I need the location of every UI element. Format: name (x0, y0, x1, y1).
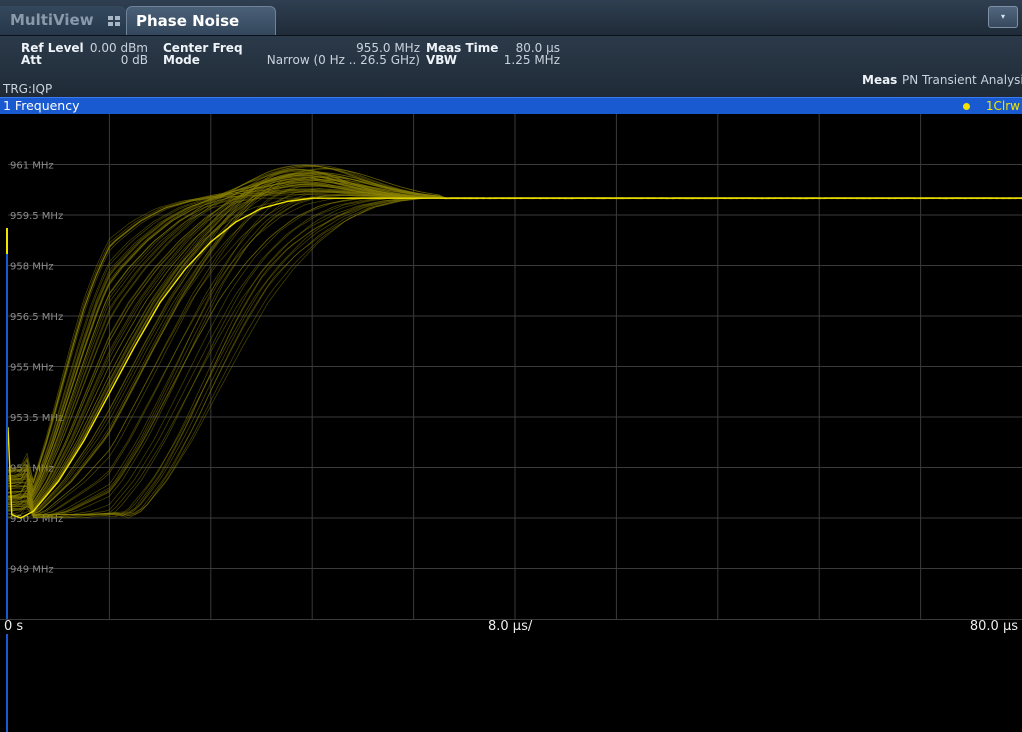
y-tick-label: 959.5 MHz (10, 211, 63, 222)
trace-indicator-dot (963, 103, 970, 110)
diagram-title-bar[interactable]: 1 Frequency 1Clrw (0, 97, 1022, 114)
tab-multiview-label: MultiView (10, 11, 94, 29)
vbw-label: VBW (426, 53, 458, 67)
y-tick-label: 956.5 MHz (10, 312, 63, 323)
y-tick-label: 958 MHz (10, 262, 54, 273)
vbw-value: 1.25 MHz (503, 53, 560, 67)
center-freq-label: Center Freq (163, 41, 243, 55)
ref-level-value: 0.00 dBm (89, 41, 148, 55)
meas-time-value: 80.0 µs (515, 41, 560, 55)
diagram-title: 1 Frequency (3, 98, 80, 113)
tab-phase-noise-label: Phase Noise (136, 12, 240, 30)
x-axis: 0 s 8.0 µs/ 80.0 µs (0, 619, 1022, 634)
tab-phase-noise[interactable]: Phase Noise (126, 6, 276, 35)
meas-label: Meas (862, 73, 898, 87)
ref-level-label: Ref Level (21, 41, 84, 55)
mode-value: Narrow (0 Hz .. 26.5 GHz) (266, 53, 420, 67)
y-tick-label: 949 MHz (10, 565, 54, 576)
diagram-edge-bar (6, 232, 8, 732)
trace-label: 1Clrw (985, 99, 1020, 113)
y-tick-label: 950.5 MHz (10, 514, 63, 525)
y-tick-label: 952 MHz (10, 464, 54, 475)
chevron-down-icon: ▾ (1000, 12, 1005, 21)
frequency-plot[interactable]: 961 MHz 959.5 MHz 958 MHz 956.5 MHz 955 MHz 9… (8, 114, 1022, 619)
x-tick-end: 80.0 µs (969, 619, 1018, 634)
diagram-left-edge (0, 114, 8, 732)
x-tick-div: 8.0 µs/ (488, 619, 533, 634)
meas-value: PN Transient Analysi (902, 73, 1022, 87)
y-tick-label: 961 MHz (10, 161, 54, 172)
att-label: Att (21, 53, 42, 67)
tab-bar: MultiView Phase Noise ▾ (0, 0, 1022, 36)
x-tick-start: 0 s (4, 619, 24, 634)
mode-label: Mode (163, 53, 200, 67)
grid-icon (108, 16, 120, 26)
trace-1-clrw (8, 197, 1022, 519)
trigger-indicator: TRG:IQP (3, 82, 53, 96)
channel-info-header: Ref Level 0.00 dBm Att 0 dB Center Freq … (0, 36, 1022, 97)
meas-time-label: Meas Time (426, 41, 499, 55)
frequency-chart-svg: 961 MHz 959.5 MHz 958 MHz 956.5 MHz 955 MHz 9… (8, 114, 1022, 619)
y-tick-label: 955 MHz (10, 363, 54, 374)
center-freq-value: 955.0 MHz (356, 41, 420, 55)
y-tick-label: 953.5 MHz (10, 413, 63, 424)
tab-dropdown-button[interactable]: ▾ (988, 6, 1018, 28)
att-value: 0 dB (120, 53, 148, 67)
tab-multiview[interactable]: MultiView (0, 6, 126, 35)
ref-level-marker (6, 228, 8, 254)
